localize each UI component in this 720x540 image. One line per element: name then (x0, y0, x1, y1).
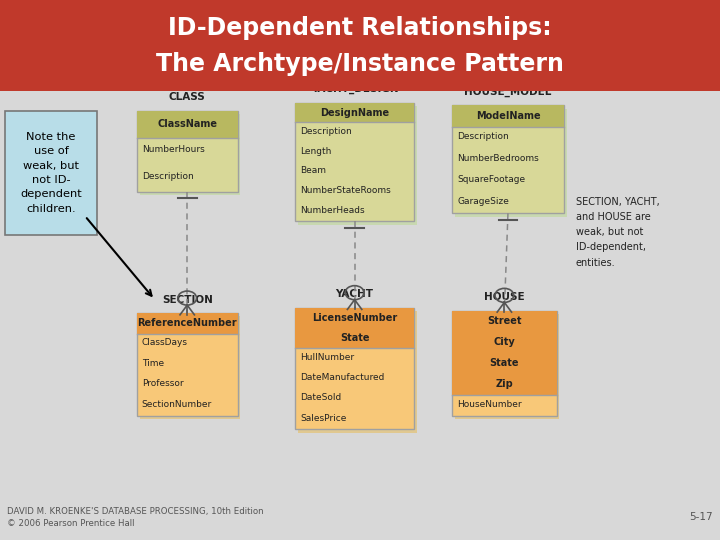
Text: DAVID M. KROENKE'S DATABASE PROCESSING, 10th Edition
© 2006 Pearson Prentice Hal: DAVID M. KROENKE'S DATABASE PROCESSING, … (7, 507, 264, 528)
Text: GarageSize: GarageSize (457, 197, 509, 206)
Bar (452, 105, 564, 213)
Text: SECTION, YACHT,
and HOUSE are
weak, but not
ID-dependent,
entities.: SECTION, YACHT, and HOUSE are weak, but … (576, 197, 660, 268)
Bar (298, 311, 417, 433)
Text: HOUSE: HOUSE (484, 292, 525, 302)
Bar (137, 313, 238, 416)
Text: ModelName: ModelName (476, 111, 540, 121)
Text: SalesPrice: SalesPrice (300, 414, 346, 423)
Text: Professor: Professor (142, 380, 184, 388)
Text: State: State (490, 358, 519, 368)
Text: NumberBedrooms: NumberBedrooms (457, 154, 539, 163)
Bar (455, 314, 559, 419)
Bar (137, 313, 238, 334)
Bar (295, 308, 414, 429)
Text: Zip: Zip (495, 379, 513, 389)
Bar (452, 105, 564, 127)
Text: HullNumber: HullNumber (300, 353, 354, 362)
Text: Note the
use of
weak, but
not ID-
dependent
children.: Note the use of weak, but not ID- depend… (20, 132, 82, 214)
Bar (0, 0, 720, 91)
Bar (298, 106, 417, 225)
Text: LicenseNumber: LicenseNumber (312, 313, 397, 323)
Text: Description: Description (300, 127, 352, 136)
Text: Beam: Beam (300, 166, 326, 176)
Text: YACHT: YACHT (336, 289, 374, 299)
Text: ClassName: ClassName (157, 119, 217, 129)
Bar (140, 114, 240, 195)
Text: ID-Dependent Relationships:: ID-Dependent Relationships: (168, 16, 552, 40)
Text: HOUSE_MODEL: HOUSE_MODEL (464, 86, 552, 97)
Text: SquareFootage: SquareFootage (457, 176, 526, 184)
Text: ReferenceNumber: ReferenceNumber (138, 319, 237, 328)
Text: HouseNumber: HouseNumber (457, 400, 522, 409)
Bar (455, 109, 567, 217)
FancyBboxPatch shape (5, 111, 97, 235)
Text: Time: Time (142, 359, 164, 368)
Text: CLASS: CLASS (168, 92, 206, 102)
Bar (295, 308, 414, 348)
Text: NumberHeads: NumberHeads (300, 206, 365, 215)
Text: ClassDays: ClassDays (142, 339, 188, 347)
Bar (137, 111, 238, 192)
Text: Length: Length (300, 146, 332, 156)
Text: State: State (340, 333, 369, 343)
Bar (295, 103, 414, 123)
Text: DateSold: DateSold (300, 394, 341, 402)
Text: DesignName: DesignName (320, 107, 390, 118)
Text: NumberStateRooms: NumberStateRooms (300, 186, 391, 195)
Text: Street: Street (487, 316, 521, 326)
Text: City: City (493, 337, 516, 347)
Text: The Archtype/Instance Pattern: The Archtype/Instance Pattern (156, 52, 564, 76)
Bar (452, 310, 557, 395)
Bar (140, 316, 240, 419)
Text: Description: Description (142, 172, 194, 181)
Bar (295, 103, 414, 221)
Text: Description: Description (457, 132, 509, 141)
Bar (137, 111, 238, 138)
Text: SectionNumber: SectionNumber (142, 400, 212, 409)
Text: DateManufactured: DateManufactured (300, 373, 384, 382)
Text: YACHT_DESIGN: YACHT_DESIGN (311, 84, 398, 94)
Text: SECTION: SECTION (162, 294, 212, 305)
Text: 5-17: 5-17 (689, 512, 713, 522)
Text: NumberHours: NumberHours (142, 145, 204, 154)
Bar (452, 310, 557, 416)
